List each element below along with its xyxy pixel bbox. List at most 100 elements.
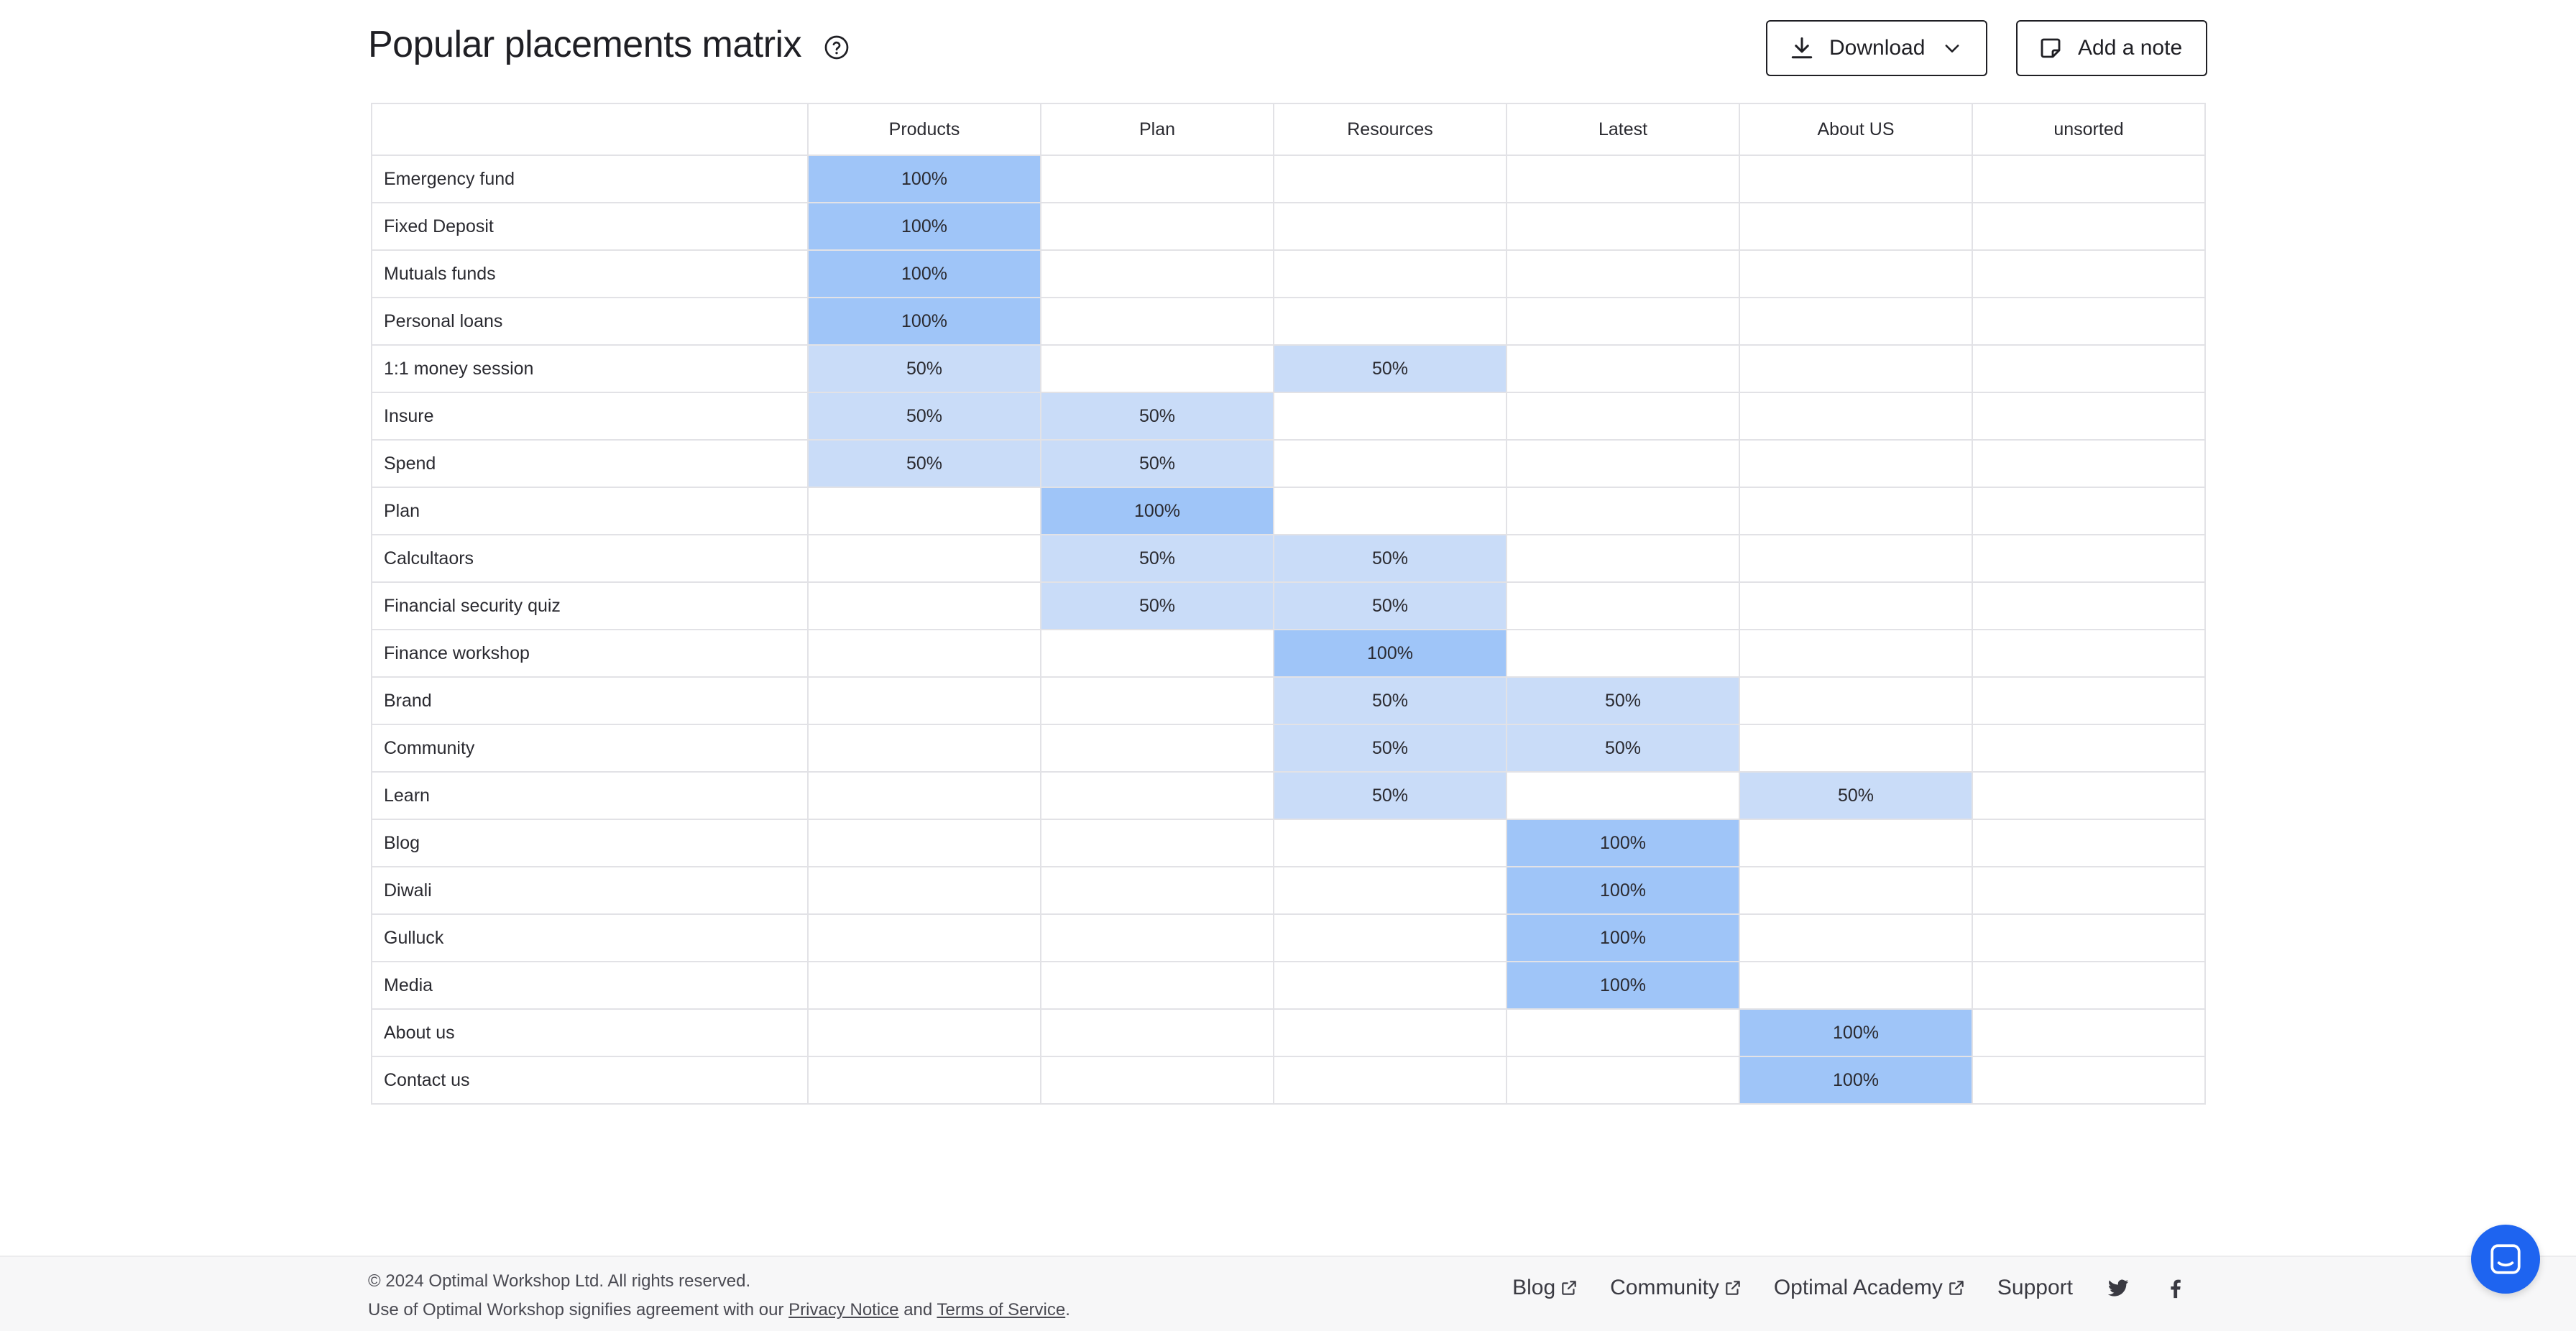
matrix-cell: 100% [807,155,1041,203]
matrix-cell [1273,155,1507,203]
placements-matrix: Products Plan Resources Latest About US … [371,103,2206,1105]
matrix-cell [1972,913,2206,962]
row-label: Gulluck [371,913,809,962]
row-label: Contact us [371,1056,809,1105]
matrix-cell [1273,1008,1507,1057]
matrix-cell [1739,392,1973,441]
help-icon[interactable] [824,34,850,60]
row-label: Calcultaors [371,534,809,583]
table-row: Spend 50% 50% [371,439,2206,488]
matrix-cell [1972,344,2206,393]
matrix-cell: 50% [1040,581,1274,630]
footer-link-community[interactable]: Community [1610,1276,1742,1300]
matrix-cell [1972,487,2206,535]
row-label: Learn [371,771,809,820]
matrix-cell [1739,202,1973,251]
add-note-label: Add a note [2078,36,2183,60]
row-label: Personal loans [371,297,809,346]
matrix-cell [1040,1056,1274,1105]
footer-link-optimal-academy[interactable]: Optimal Academy [1774,1276,1966,1300]
footer-link-label: Community [1610,1276,1719,1299]
matrix-cell [1972,771,2206,820]
matrix-cell [1273,392,1507,441]
chat-launcher-button[interactable] [2471,1225,2540,1294]
matrix-cell [807,487,1041,535]
table-row: Mutuals funds 100% [371,249,2206,298]
facebook-icon[interactable] [2163,1276,2188,1300]
terms-of-service-link[interactable]: Terms of Service [937,1300,1066,1320]
matrix-cell [1506,249,1740,298]
legal-and: and [903,1300,933,1320]
table-row: Diwali 100% [371,866,2206,915]
matrix-cell [1739,819,1973,867]
table-row: Calcultaors 50% 50% [371,534,2206,583]
matrix-cell [1739,439,1973,488]
matrix-cell [1972,534,2206,583]
matrix-cell: 50% [1506,724,1740,773]
page-header: Popular placements matrix Download Add a… [368,20,2208,78]
footer-link-label: Support [1997,1276,2073,1299]
matrix-cell: 100% [1739,1056,1973,1105]
matrix-cell [1273,202,1507,251]
column-header: Products [807,103,1041,156]
matrix-cell [1273,439,1507,488]
matrix-cell [1506,344,1740,393]
twitter-icon[interactable] [2106,1276,2130,1300]
column-header: About US [1739,103,1973,156]
footer-link-support[interactable]: Support [1997,1276,2073,1300]
download-label: Download [1829,36,1926,60]
matrix-cell: 100% [1040,487,1274,535]
matrix-cell [1739,297,1973,346]
matrix-cell: 50% [1273,676,1507,725]
table-row: Media 100% [371,961,2206,1010]
matrix-cell: 100% [807,297,1041,346]
matrix-cell [1972,155,2206,203]
row-label: Financial security quiz [371,581,809,630]
matrix-cell [807,1008,1041,1057]
column-header: Latest [1506,103,1740,156]
matrix-cell: 50% [1040,392,1274,441]
matrix-cell [1972,392,2206,441]
download-icon [1791,37,1813,59]
matrix-cell [1972,297,2206,346]
table-row: Community 50% 50% [371,724,2206,773]
copyright-text: © 2024 Optimal Workshop Ltd. All rights … [368,1271,751,1291]
legal-suffix: . [1065,1300,1070,1320]
matrix-cell: 50% [1040,439,1274,488]
footer-link-blog[interactable]: Blog [1512,1276,1578,1300]
matrix-cell [807,913,1041,962]
legal-text: Use of Optimal Workshop signifies agreem… [368,1296,1070,1325]
matrix-cell [807,581,1041,630]
matrix-cell: 50% [1040,534,1274,583]
row-label: Fixed Deposit [371,202,809,251]
privacy-notice-link[interactable]: Privacy Notice [788,1300,899,1320]
matrix-cell [1739,155,1973,203]
matrix-cell: 100% [1739,1008,1973,1057]
matrix-cell [1972,724,2206,773]
table-row: Learn 50% 50% [371,771,2206,820]
download-button[interactable]: Download [1766,20,1987,76]
matrix-cell [1273,487,1507,535]
matrix-cell [1972,1056,2206,1105]
table-row: Personal loans 100% [371,297,2206,346]
footer: © 2024 Optimal Workshop Ltd. All rights … [0,1256,2576,1331]
matrix-cell [807,629,1041,678]
add-note-button[interactable]: Add a note [2016,20,2207,76]
matrix-cell [1739,249,1973,298]
table-row: Brand 50% 50% [371,676,2206,725]
matrix-cell [1273,1056,1507,1105]
matrix-cell [1040,629,1274,678]
matrix-cell [1506,1008,1740,1057]
matrix-cell [1739,629,1973,678]
row-label: About us [371,1008,809,1057]
row-label: 1:1 money session [371,344,809,393]
matrix-cell [1040,913,1274,962]
matrix-cell [1972,1008,2206,1057]
matrix-cell [1506,202,1740,251]
matrix-corner-cell [371,103,809,156]
matrix-cell [1273,819,1507,867]
row-label: Plan [371,487,809,535]
table-row: Finance workshop 100% [371,629,2206,678]
note-icon [2041,38,2061,58]
table-row: Contact us 100% [371,1056,2206,1105]
